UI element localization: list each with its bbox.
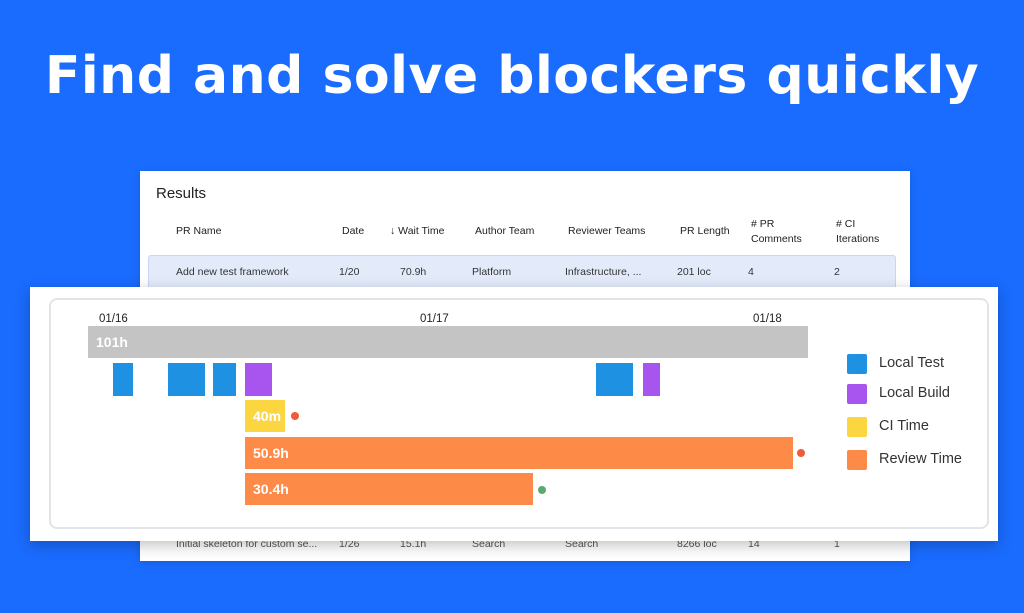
cell-author-team: Platform [472, 266, 512, 278]
table-row[interactable]: Initial skeleton for custom se... 1/26 1… [148, 533, 894, 553]
column-header-pr-name[interactable]: PR Name [176, 225, 222, 237]
local-test-segment[interactable] [168, 363, 205, 396]
wait-time-label: Wait Time [398, 225, 445, 237]
cell-wait-time: 15.1h [400, 538, 427, 550]
ci-label-1: # CI [836, 218, 856, 230]
cell-pr-length: 201 loc [677, 266, 711, 278]
cell-ci-iterations: 2 [834, 266, 840, 278]
review-time-bar[interactable]: 30.4h [245, 473, 533, 505]
cell-pr-name: Initial skeleton for custom se... [176, 538, 318, 550]
cell-wait-time: 70.9h [400, 266, 427, 278]
pr-comments-label-1: # PR [751, 218, 775, 230]
column-header-date[interactable]: Date [342, 225, 365, 237]
legend-swatch [847, 354, 867, 374]
column-header-pr-comments[interactable]: # PR Comments [751, 217, 802, 247]
cell-pr-comments: 4 [748, 266, 754, 278]
review-time-bar[interactable]: 50.9h [245, 437, 793, 469]
legend-label: CI Time [879, 418, 929, 434]
pr-comments-label-2: Comments [751, 233, 802, 245]
cell-author-team: Search [472, 538, 506, 550]
legend-label: Review Time [879, 451, 962, 467]
local-build-segment[interactable] [245, 363, 272, 396]
cell-ci-iterations: 1 [834, 538, 840, 550]
cell-reviewer-teams: Search [565, 538, 599, 550]
ci-label-2: Iterations [836, 233, 880, 245]
status-dot-red [291, 412, 299, 420]
legend-swatch [847, 450, 867, 470]
tick-label: 01/16 [99, 313, 128, 325]
arrow-down-icon: ↓ [390, 225, 396, 237]
local-build-segment[interactable] [643, 363, 660, 396]
legend-label: Local Build [879, 385, 950, 401]
status-dot-green [538, 486, 546, 494]
column-header-wait-time[interactable]: ↓ Wait Time [390, 224, 444, 239]
cell-reviewer-teams: Infrastructure, ... [565, 266, 642, 278]
timeline-panel: 01/16 01/17 01/18 101h 40m 50.9h 30.4h L… [49, 298, 989, 529]
legend-label: Local Test [879, 355, 945, 371]
tick-label: 01/17 [420, 313, 449, 325]
legend-swatch [847, 384, 867, 404]
cell-date: 1/26 [339, 538, 360, 550]
local-test-segment[interactable] [213, 363, 236, 396]
results-title: Results [156, 185, 207, 202]
local-test-segment[interactable] [596, 363, 633, 396]
column-header-author-team[interactable]: Author Team [475, 225, 535, 237]
local-test-segment[interactable] [113, 363, 133, 396]
column-header-reviewer-teams[interactable]: Reviewer Teams [568, 225, 646, 237]
status-dot-red [797, 449, 805, 457]
hero-title: Find and solve blockers quickly [44, 46, 980, 106]
column-header-ci-iterations[interactable]: # CI Iterations [836, 217, 879, 247]
column-header-pr-length[interactable]: PR Length [680, 225, 730, 237]
cell-date: 1/20 [339, 266, 360, 278]
cell-pr-name: Add new test framework [176, 266, 289, 278]
table-row[interactable]: Add new test framework 1/20 70.9h Platfo… [148, 255, 896, 291]
ci-time-bar[interactable]: 40m [245, 400, 285, 432]
cell-pr-comments: 14 [748, 538, 760, 550]
cell-pr-length: 8266 loc [677, 538, 717, 550]
legend-swatch [847, 417, 867, 437]
timeline-card: 01/16 01/17 01/18 101h 40m 50.9h 30.4h L… [30, 287, 998, 541]
tick-label: 01/18 [753, 313, 782, 325]
total-time-bar[interactable]: 101h [88, 326, 808, 358]
